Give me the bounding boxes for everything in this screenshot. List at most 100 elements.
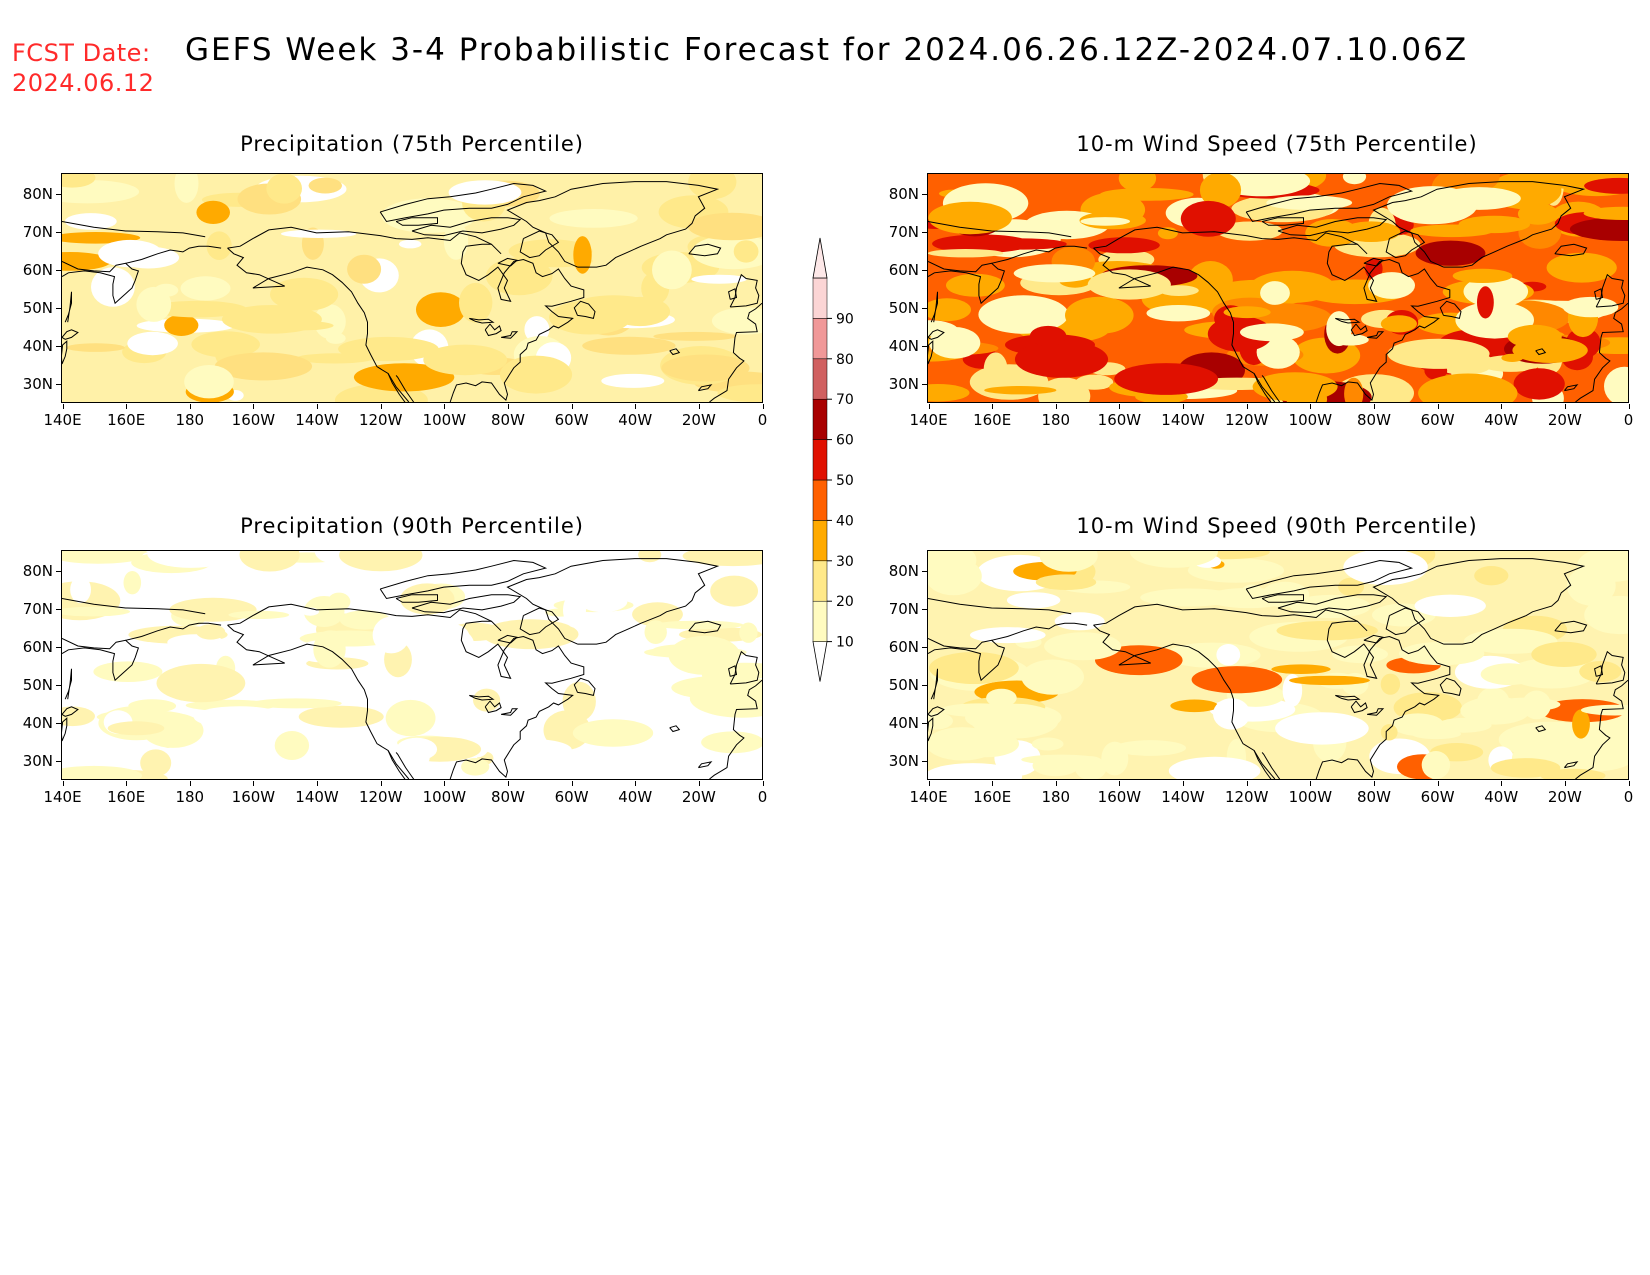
y-tick-label: 60N xyxy=(888,260,919,279)
probability-patch xyxy=(562,681,596,722)
coastline xyxy=(62,598,206,615)
y-tick-label: 60N xyxy=(888,637,919,656)
y-tick-label: 80N xyxy=(22,184,53,203)
probability-patch xyxy=(142,712,204,748)
coastline xyxy=(379,559,548,600)
probability-patch xyxy=(671,675,762,700)
probability-patch xyxy=(1289,675,1370,686)
coastline xyxy=(1093,247,1276,402)
probability-patch xyxy=(62,606,130,617)
probability-patch xyxy=(1332,645,1388,664)
y-tick-label: 80N xyxy=(22,561,53,580)
x-tick-label: 40W xyxy=(618,411,653,429)
probability-patch xyxy=(653,331,737,341)
probability-patch xyxy=(1421,751,1451,779)
probability-patch xyxy=(1031,737,1064,751)
colorbar-swatch xyxy=(812,600,828,642)
probability-patch xyxy=(711,307,762,335)
x-tick-label: 120W xyxy=(1224,411,1269,429)
probability-patch xyxy=(1114,740,1187,756)
probability-patch xyxy=(928,551,977,579)
probability-patch xyxy=(579,564,659,601)
x-tick-mark xyxy=(1564,781,1566,786)
probability-patch xyxy=(1572,709,1590,739)
probability-patch xyxy=(1460,696,1531,725)
x-tick-mark xyxy=(1055,404,1057,409)
x-tick-label: 100W xyxy=(1288,788,1333,806)
coastline xyxy=(669,348,681,356)
probability-patch xyxy=(1118,174,1157,192)
coastline xyxy=(449,243,585,402)
probability-patch xyxy=(1029,325,1067,347)
x-tick-label: 160W xyxy=(1097,788,1142,806)
probability-patch xyxy=(1341,221,1401,242)
y-tick-label: 50N xyxy=(888,675,919,694)
coastline xyxy=(1253,750,1281,779)
probability-patch xyxy=(1239,584,1265,608)
panel-title: Precipitation (75th Percentile) xyxy=(240,132,584,156)
probability-patch xyxy=(1168,756,1261,779)
y-tick-mark xyxy=(56,646,61,648)
probability-patch xyxy=(928,298,971,322)
probability-patch xyxy=(372,616,410,654)
y-tick-label: 50N xyxy=(888,298,919,317)
y-tick-label: 30N xyxy=(888,374,919,393)
colorbar-bottom-cap xyxy=(812,641,828,682)
x-tick-mark xyxy=(762,781,764,786)
coastline xyxy=(991,245,1088,264)
probability-patch xyxy=(1546,252,1617,283)
coastline xyxy=(1564,384,1579,392)
probability-patch xyxy=(1480,663,1538,686)
probability-patch xyxy=(1584,177,1628,194)
probability-patch xyxy=(1517,203,1559,225)
x-tick-mark xyxy=(1628,781,1630,786)
x-tick-label: 80W xyxy=(490,788,525,806)
coastline xyxy=(729,273,760,308)
probability-patch xyxy=(1572,736,1610,773)
probability-patch xyxy=(1562,296,1619,318)
x-tick-mark xyxy=(1628,404,1630,409)
coastline xyxy=(1575,679,1628,779)
coastline xyxy=(928,717,934,742)
coastline xyxy=(991,622,1088,641)
coastline xyxy=(449,620,585,779)
probability-patch xyxy=(979,238,1067,250)
coastline xyxy=(1367,708,1385,716)
probability-patch xyxy=(1380,315,1417,333)
probability-patch xyxy=(1418,373,1518,402)
probability-patch xyxy=(308,177,342,194)
coastline xyxy=(1093,624,1276,779)
x-tick-mark xyxy=(1373,781,1375,786)
probability-patch xyxy=(214,352,313,381)
x-tick-mark xyxy=(571,781,573,786)
probability-patch xyxy=(62,551,149,564)
colorbar-label: 30 xyxy=(836,554,854,570)
probability-patch xyxy=(928,712,953,730)
probability-patch xyxy=(490,551,521,573)
probability-patch xyxy=(1380,724,1398,741)
probability-patch xyxy=(1065,296,1134,334)
coastline xyxy=(1245,559,1414,600)
probability-patch xyxy=(688,174,737,200)
coastline xyxy=(387,750,415,779)
x-tick-mark xyxy=(1055,781,1057,786)
coastline xyxy=(484,700,502,714)
coastline xyxy=(729,650,760,685)
panel-title: 10-m Wind Speed (75th Percentile) xyxy=(1076,132,1478,156)
probability-patch xyxy=(1054,612,1105,631)
probability-patch xyxy=(174,174,199,203)
probability-patch xyxy=(385,699,436,737)
probability-patch xyxy=(62,252,111,271)
probability-patch xyxy=(733,240,759,263)
y-tick-label: 50N xyxy=(22,298,53,317)
y-tick-mark xyxy=(922,307,927,309)
probability-patch xyxy=(62,765,143,779)
probability-patch xyxy=(140,749,172,777)
x-tick-label: 60W xyxy=(1420,411,1455,429)
probability-patch xyxy=(353,363,455,392)
y-tick-label: 30N xyxy=(22,751,53,770)
probability-patch xyxy=(1100,188,1194,201)
coastline xyxy=(1093,226,1368,255)
x-tick-label: 20W xyxy=(1547,411,1582,429)
x-tick-mark xyxy=(380,781,382,786)
